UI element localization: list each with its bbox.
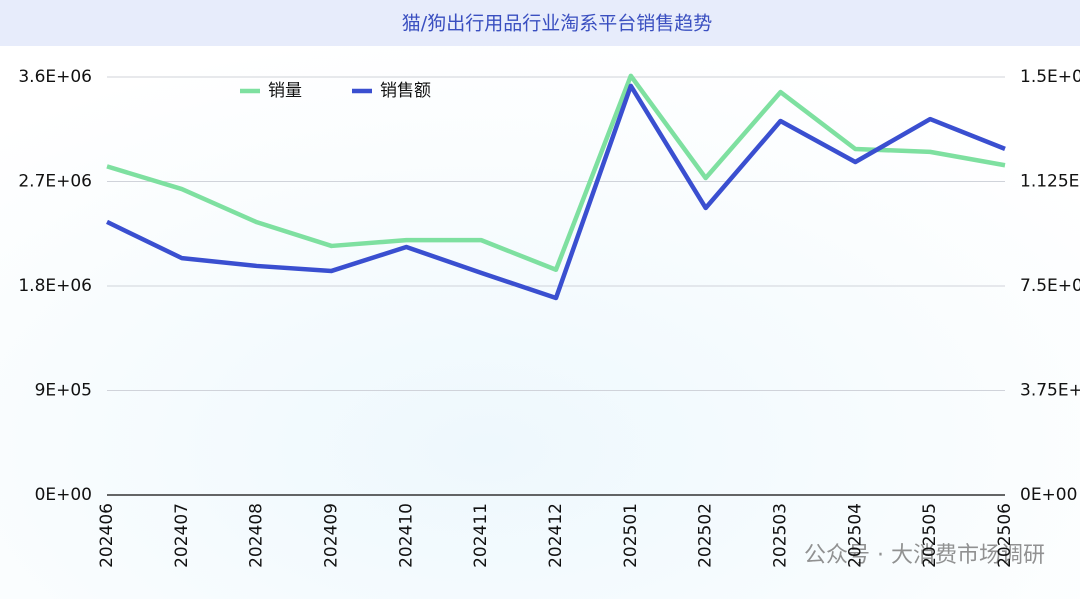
series-line [106, 83, 1006, 301]
title-band [0, 0, 1080, 46]
x-tick-label: 202506 [995, 503, 1015, 568]
legend-label: 销售额 [380, 81, 431, 101]
x-tick-label: 202412 [546, 503, 566, 568]
x-tick-label: 202409 [322, 503, 342, 568]
y2-tick-label: 3.75E+07 [1020, 381, 1080, 401]
x-tick-label: 202406 [97, 503, 117, 568]
y2-tick-label: 1.5E+08 [1020, 67, 1080, 87]
series-line [106, 73, 1006, 272]
y-tick-label: 2.7E+06 [18, 172, 92, 192]
y-tick-label: 0E+00 [35, 485, 92, 505]
y2-tick-label: 0E+00 [1020, 485, 1077, 505]
x-tick-label: 202503 [771, 503, 791, 568]
x-tick-label: 202408 [247, 503, 267, 568]
x-tick-label: 202504 [845, 503, 865, 568]
x-tick-label: 202502 [696, 503, 716, 568]
x-tick-label: 202407 [172, 503, 192, 568]
x-tick-label: 202410 [396, 503, 416, 568]
y2-tick-label: 7.5E+07 [1020, 276, 1080, 296]
y2-tick-label: 1.125E+08 [1020, 172, 1080, 192]
y-tick-label: 3.6E+06 [18, 67, 92, 87]
watermark: 公众号 · 大消费市场调研 [804, 543, 1045, 568]
legend-label: 销量 [268, 81, 302, 101]
x-tick-label: 202411 [471, 503, 491, 568]
y-tick-label: 1.8E+06 [18, 276, 92, 296]
x-tick-label: 202505 [920, 503, 940, 568]
x-tick-label: 202501 [621, 503, 641, 568]
chart-title: 猫/狗出行用品行业淘系平台销售趋势 [402, 13, 712, 35]
y-tick-label: 9E+05 [35, 381, 92, 401]
